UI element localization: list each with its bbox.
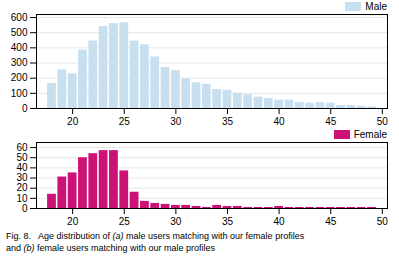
html-text:Fig. 8. Age distribution of (a: Fig. 8. Age distribution of (a) male use…	[6, 231, 305, 241]
svg-text:20: 20	[16, 182, 28, 193]
html-text:and (b) female users matching: and (b) female users matching with our m…	[6, 243, 216, 253]
svg-text:45: 45	[325, 216, 337, 227]
svg-text:500: 500	[11, 27, 28, 38]
svg-text:50: 50	[377, 116, 389, 127]
svg-text:35: 35	[222, 216, 234, 227]
svg-text:25: 25	[119, 116, 131, 127]
svg-text:20: 20	[67, 216, 79, 227]
svg-text:45: 45	[325, 116, 337, 127]
svg-text:60: 60	[16, 142, 28, 153]
svg-text:40: 40	[16, 162, 28, 173]
svg-text:600: 600	[11, 12, 28, 23]
svg-text:200: 200	[11, 72, 28, 83]
svg-text:300: 300	[11, 57, 28, 68]
svg-text:10: 10	[16, 193, 28, 204]
svg-text:30: 30	[16, 172, 28, 183]
svg-text:0: 0	[22, 203, 28, 214]
svg-text:30: 30	[170, 116, 182, 127]
svg-text:30: 30	[170, 216, 182, 227]
svg-text:20: 20	[67, 116, 79, 127]
svg-text:50: 50	[377, 216, 389, 227]
svg-text:50: 50	[16, 152, 28, 163]
html-text:Female: Female	[353, 129, 387, 140]
html-text:Male: Male	[365, 1, 387, 12]
svg-text:35: 35	[222, 116, 234, 127]
svg-text:0: 0	[22, 103, 28, 114]
svg-text:25: 25	[119, 216, 131, 227]
svg-text:100: 100	[11, 88, 28, 99]
svg-text:40: 40	[274, 116, 286, 127]
svg-text:40: 40	[274, 216, 286, 227]
svg-text:400: 400	[11, 42, 28, 53]
